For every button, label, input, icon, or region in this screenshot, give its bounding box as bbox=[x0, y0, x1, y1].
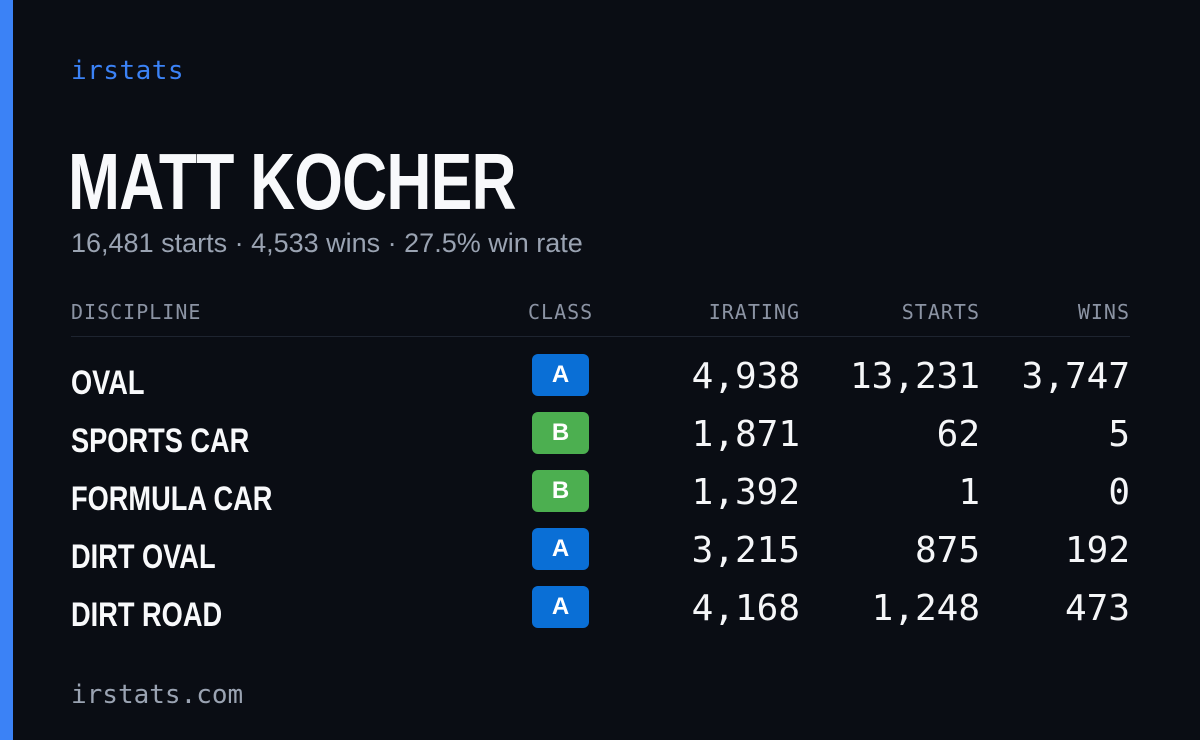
class-badge: B bbox=[532, 470, 589, 512]
table-row: OVAL A 4,938 13,231 3,747 bbox=[0, 352, 1200, 410]
irating-value: 1,392 bbox=[691, 472, 800, 513]
wins-value: 5 bbox=[1108, 414, 1130, 455]
starts-value: 13,231 bbox=[849, 356, 980, 397]
starts-value: 1 bbox=[958, 472, 980, 513]
table-row: DIRT ROAD A 4,168 1,248 473 bbox=[0, 584, 1200, 642]
discipline-name: FORMULA CAR bbox=[71, 480, 273, 518]
irating-value: 1,871 bbox=[691, 414, 800, 455]
irating-value: 4,938 bbox=[691, 356, 800, 397]
accent-bar bbox=[0, 0, 13, 740]
class-badge: A bbox=[532, 528, 589, 570]
discipline-name: OVAL bbox=[71, 364, 145, 402]
header-divider bbox=[71, 336, 1130, 337]
class-badge: B bbox=[532, 412, 589, 454]
starts-value: 62 bbox=[936, 414, 980, 455]
header-wins: WINS bbox=[1077, 300, 1130, 324]
wins-value: 0 bbox=[1108, 472, 1130, 513]
table-row: SPORTS CAR B 1,871 62 5 bbox=[0, 410, 1200, 468]
starts-value: 875 bbox=[914, 530, 980, 571]
discipline-name: DIRT ROAD bbox=[71, 596, 223, 634]
discipline-table: OVAL A 4,938 13,231 3,747 SPORTS CAR B 1… bbox=[0, 352, 1200, 642]
irating-value: 4,168 bbox=[691, 588, 800, 629]
header-irating: IRATING bbox=[708, 300, 800, 324]
header-starts: STARTS bbox=[901, 300, 980, 324]
driver-name: MATT KOCHER bbox=[68, 137, 517, 226]
header-class: CLASS bbox=[528, 300, 594, 324]
wins-value: 3,747 bbox=[1021, 356, 1130, 397]
table-row: DIRT OVAL A 3,215 875 192 bbox=[0, 526, 1200, 584]
discipline-name: SPORTS CAR bbox=[71, 422, 250, 460]
starts-value: 1,248 bbox=[871, 588, 980, 629]
footer-url[interactable]: irstats.com bbox=[71, 680, 244, 710]
discipline-name: DIRT OVAL bbox=[71, 538, 216, 576]
wins-value: 473 bbox=[1064, 588, 1130, 629]
brand-logo: irstats bbox=[71, 56, 185, 86]
class-badge: A bbox=[532, 586, 589, 628]
irating-value: 3,215 bbox=[691, 530, 800, 571]
header-discipline: DISCIPLINE bbox=[71, 300, 202, 324]
table-row: FORMULA CAR B 1,392 1 0 bbox=[0, 468, 1200, 526]
wins-value: 192 bbox=[1064, 530, 1130, 571]
class-badge: A bbox=[532, 354, 589, 396]
driver-summary: 16,481 starts · 4,533 wins · 27.5% win r… bbox=[71, 228, 583, 258]
